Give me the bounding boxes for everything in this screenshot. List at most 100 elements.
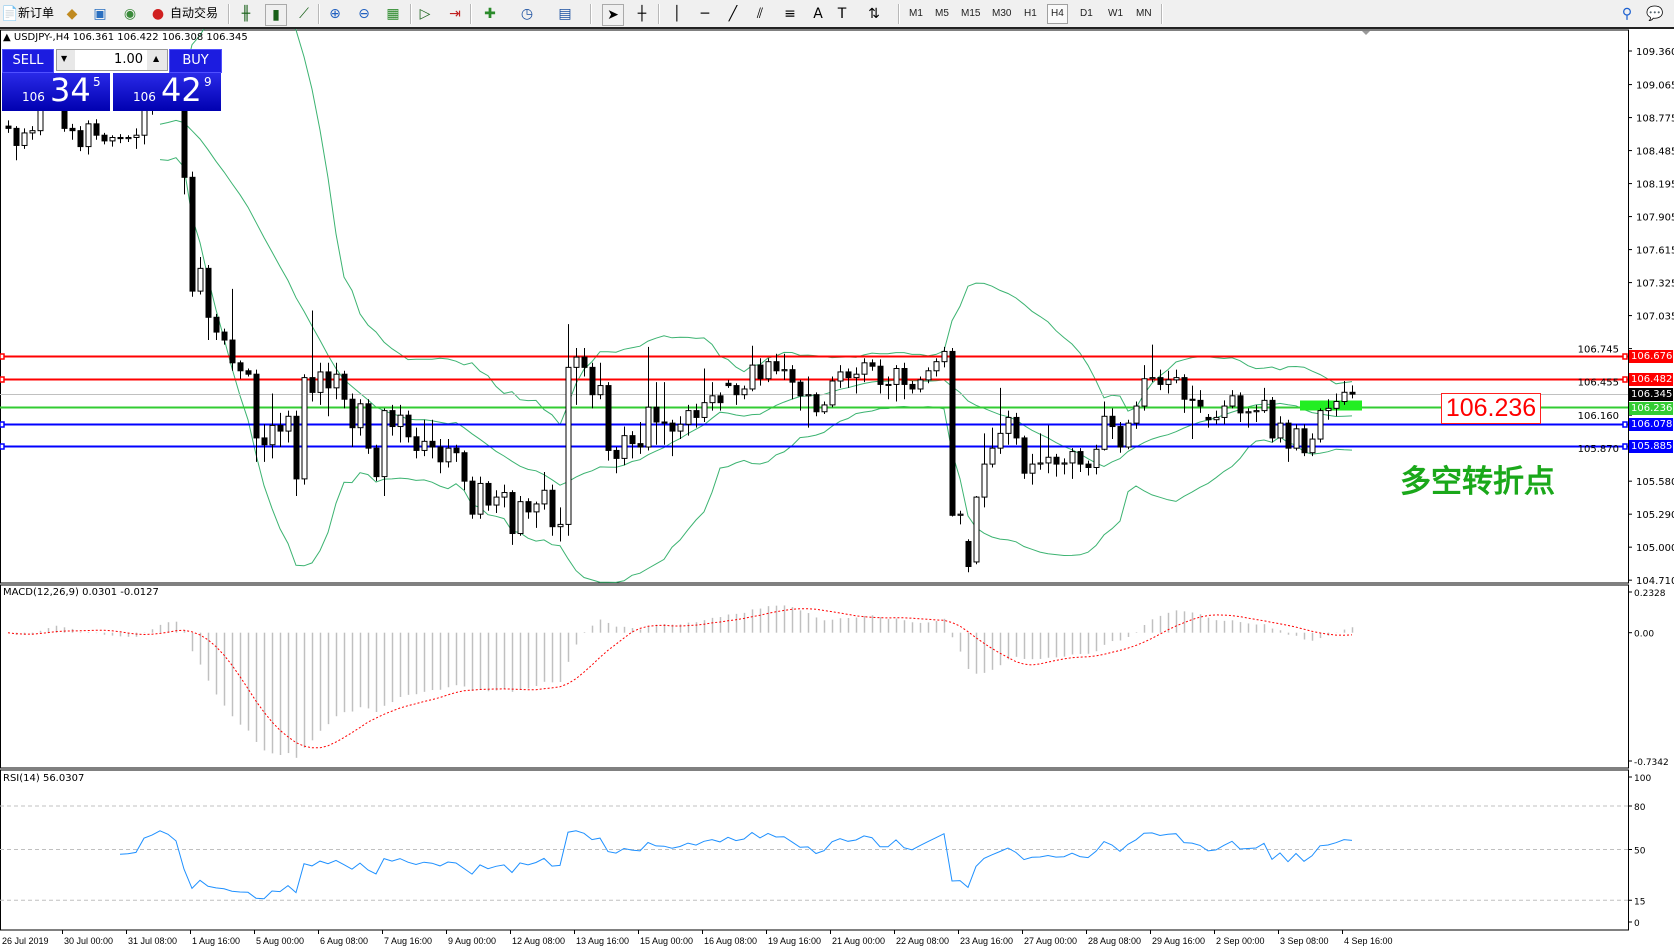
price-label-resistance: 106.676 [1629,350,1673,364]
candle-bear [1013,416,1020,439]
candle-bull [989,447,996,465]
line-chart-icon[interactable]: ⟋ [299,6,309,22]
candlestick-icon[interactable]: ▮ [265,4,287,26]
candle-bull [853,373,860,379]
text-icon[interactable]: A [813,6,823,22]
candle-bull [1261,399,1268,412]
equidistant-channel-icon[interactable]: ⫽ [756,6,764,22]
candle-bull [781,369,788,372]
trendline-icon[interactable]: ╱ [728,6,738,22]
time-tick-label: 28 Aug 08:00 [1088,936,1141,946]
new-order-button[interactable]: 新订单 [18,6,55,20]
vertical-line-icon[interactable]: │ [672,6,682,22]
candle-bull [1029,463,1036,474]
zoom-out-icon[interactable]: ⊖ [358,6,370,22]
rsi-tick-label: 50 [1634,847,1646,857]
time-tick-label: 29 Aug 16:00 [1152,936,1205,946]
arrows-icon[interactable]: ⇅ [868,6,880,22]
chat-icon[interactable]: 💬 [1646,6,1664,22]
time-tick-label: 5 Aug 00:00 [256,936,304,946]
candle-bull [861,362,868,375]
candle-bull [1061,462,1068,465]
candle-bear [101,134,108,142]
navigator-icon[interactable]: ▣ [93,6,107,22]
timeframe-m5[interactable]: M5 [935,8,949,19]
candle-bear [909,383,916,390]
periods-icon[interactable]: ◷ [520,6,534,22]
timeframe-mn[interactable]: MN [1136,8,1152,19]
volume-decrease-icon[interactable]: ▼ [61,54,68,63]
timeframe-h1[interactable]: H1 [1024,8,1037,19]
buy-price[interactable]: 106 42 9 [113,71,221,111]
candle-bear [1269,399,1276,439]
price-tick-label: 107.905 [1636,213,1674,224]
timeframe-d1[interactable]: D1 [1080,8,1093,19]
new-order-icon[interactable]: 📄 [1,6,19,22]
candle-bull [557,523,564,528]
auto-trading-icon[interactable]: ● [151,6,165,22]
candle-bull [805,394,812,397]
candle-bear [789,369,796,383]
timeframe-m1[interactable]: M1 [909,8,923,19]
candle-bull [645,406,652,448]
sell-price-fraction: 5 [93,75,101,89]
candle-bull [541,489,548,505]
buy-button[interactable]: BUY [169,49,222,73]
market-watch-icon[interactable]: ◆ [66,6,78,22]
search-icon[interactable]: ⚲ [1621,6,1633,22]
timeframe-w1[interactable]: W1 [1108,8,1123,19]
volume-stepper[interactable]: ▼ 1.00 ▲ [56,49,168,71]
rsi-tick-label: 15 [1634,897,1645,907]
hline-anchor-right [1622,376,1628,383]
hline-anchor-left [0,443,5,450]
candle-bull [477,482,484,515]
candle-bull [381,410,388,478]
rsi-label: RSI(14) 56.0307 [3,773,85,784]
collapse-triangle-icon[interactable]: ▲ [3,32,14,43]
cursor-icon[interactable]: ➤ [602,4,624,26]
timeframe-m30[interactable]: M30 [992,8,1012,19]
zoom-in-icon[interactable]: ⊕ [329,6,341,22]
price-tick-label: 108.195 [1636,180,1674,191]
candle-bull [957,513,964,516]
candle-bull [1173,377,1180,381]
auto-trading-button[interactable]: 自动交易 [170,6,219,20]
text-label-icon[interactable]: T [837,6,847,22]
pivot-point-annotation[interactable]: 多空转折点 [1400,464,1555,500]
time-tick-label: 2 Sep 00:00 [1216,936,1265,946]
pivot-price-annotation[interactable]: 106.236 [1441,393,1541,424]
sell-price-prefix: 106 [22,90,45,104]
crosshair-icon[interactable]: ┼ [637,6,647,22]
volume-increase-icon[interactable]: ▲ [153,54,160,63]
bar-chart-icon[interactable]: ╫ [241,6,251,22]
time-tick-label: 21 Aug 00:00 [832,936,885,946]
candle-bull [565,366,572,525]
tile-windows-icon[interactable]: ▦ [386,6,400,22]
autoscroll-icon[interactable]: ▷ [419,6,431,22]
signals-icon[interactable]: ◉ [123,6,137,22]
candle-bull [821,404,828,413]
candle-bear [429,440,436,448]
horizontal-line-icon[interactable]: ─ [700,6,710,22]
sell-button[interactable]: SELL [2,49,54,73]
timeframe-m15[interactable]: M15 [961,8,981,19]
bollinger-lower-band [159,157,1353,583]
sell-price[interactable]: 106 34 5 [2,71,110,111]
candle-bull [1141,378,1148,407]
fibonacci-icon[interactable]: ≡ [784,6,796,22]
price-label-support: 106.078 [1629,418,1673,432]
separator [410,4,412,24]
candle-bear [93,123,100,136]
candle-bear [293,415,300,480]
templates-icon[interactable]: ▤ [558,6,572,22]
volume-input[interactable]: 1.00 [75,50,147,70]
candle-bull [1093,448,1100,469]
timeframe-h4[interactable]: H4 [1047,4,1068,24]
bollinger-middle-band [159,119,1353,486]
indicators-icon[interactable]: ✚ [484,6,496,22]
chart-shift-icon[interactable]: ⇥ [449,6,461,22]
candle-bear [669,422,676,432]
price-label-resistance: 106.482 [1629,372,1673,386]
candle-bear [661,421,668,424]
